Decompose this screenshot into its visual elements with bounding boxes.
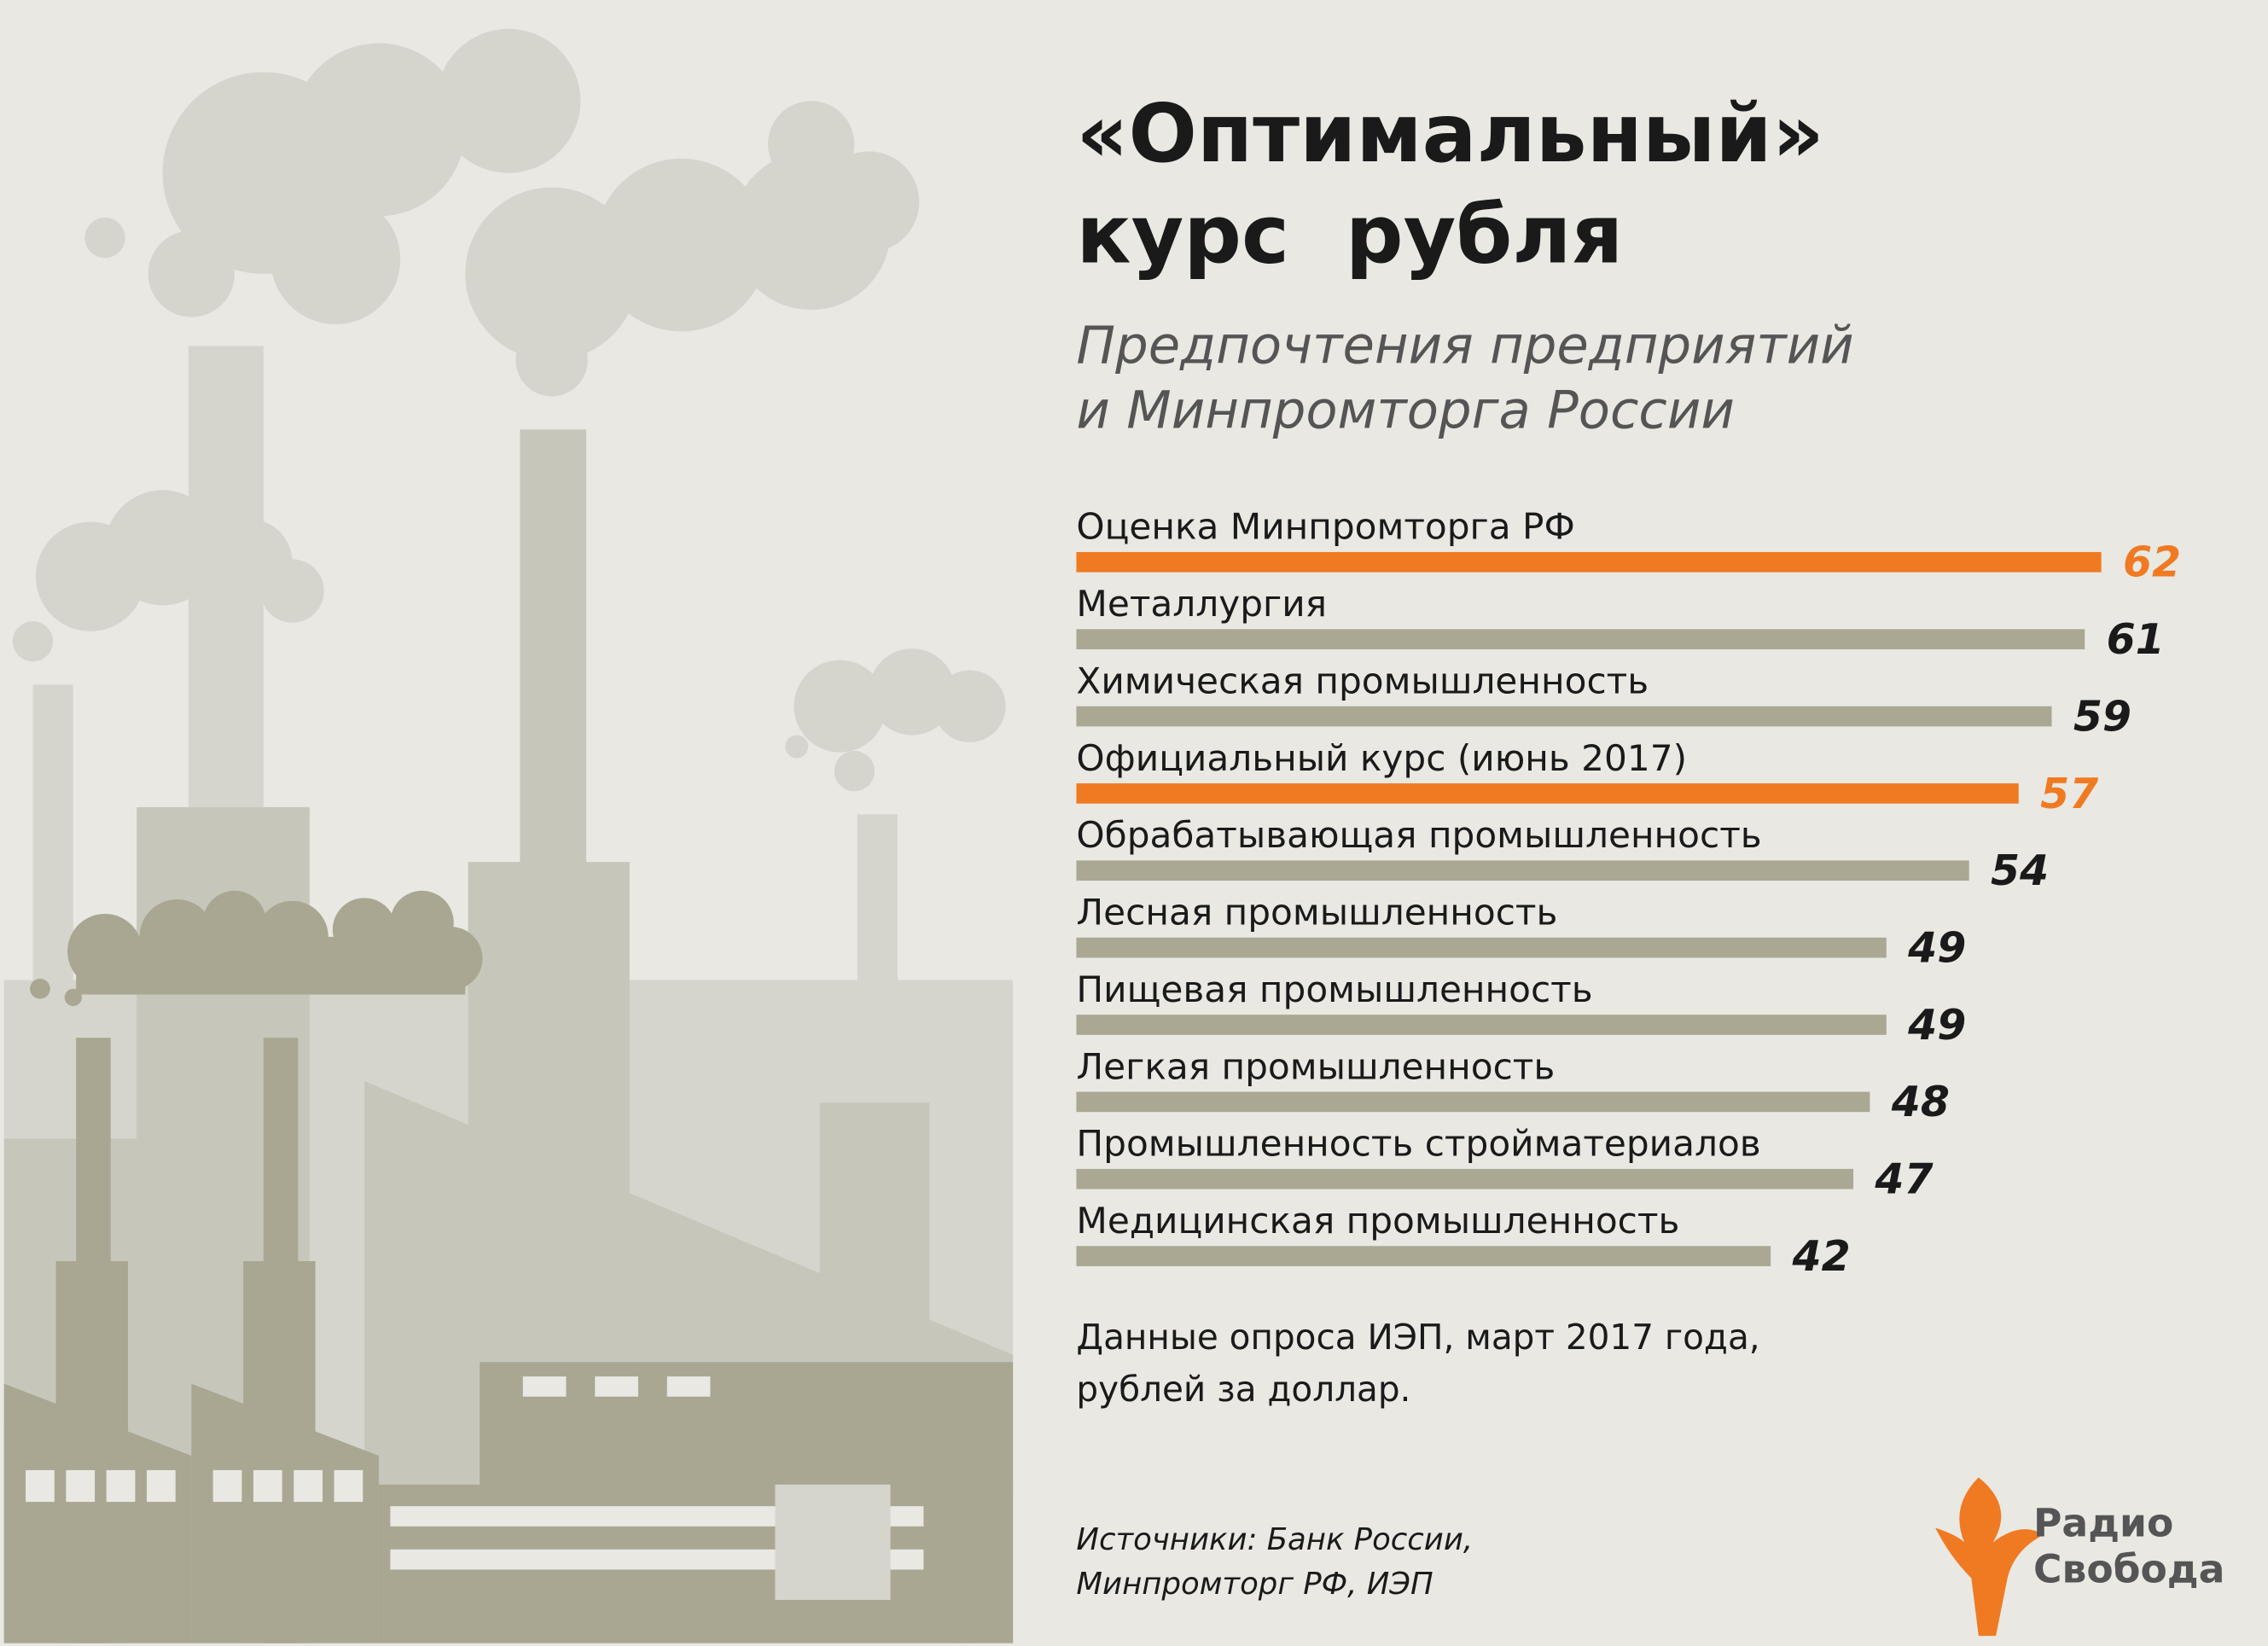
bar <box>1076 783 2019 804</box>
factory-illustration <box>3 28 1014 1643</box>
bar <box>1076 1246 1771 1266</box>
note: рублей за доллар. <box>1076 1369 1410 1410</box>
category-label: Пищевая промышленность <box>1076 968 1592 1010</box>
bar <box>1076 937 1887 958</box>
logo-text: Радио <box>2033 1501 2173 1546</box>
bar <box>1076 551 2102 573</box>
source: Минпромторг РФ, ИЭП <box>1076 1567 1433 1602</box>
bar <box>1076 706 2052 727</box>
value-label: 61 <box>2107 615 2165 664</box>
category-label: Промышленность стройматериалов <box>1076 1123 1760 1165</box>
bar <box>1076 860 1969 881</box>
category-label: Лесная промышленность <box>1076 892 1557 934</box>
chart-subtitle: Предпочтения предприятий <box>1076 317 1853 376</box>
chart-subtitle: и Минпромторга России <box>1076 381 1734 441</box>
value-label: 47 <box>1874 1155 1933 1204</box>
bar <box>1076 1091 1870 1113</box>
category-label: Металлургия <box>1076 583 1327 625</box>
value-label: 42 <box>1791 1232 1850 1281</box>
value-label: 49 <box>1907 1001 1966 1050</box>
value-label: 48 <box>1891 1078 1950 1126</box>
value-label: 54 <box>1991 846 2049 895</box>
chart-title: курс рубля <box>1076 188 1623 282</box>
logo: Радио Свобода <box>1935 1477 2224 1637</box>
value-label: 62 <box>2123 538 2181 587</box>
bar <box>1076 1015 1887 1035</box>
category-label: Оценка Минпромторга РФ <box>1076 506 1574 548</box>
bar <box>1076 629 2085 649</box>
value-label: 57 <box>2040 770 2098 818</box>
category-label: Официальный курс (июнь 2017) <box>1076 737 1687 779</box>
bars: Оценка Минпромторга РФ 62 Металлургия 61 Хим… <box>1076 506 2181 1281</box>
value-label: 49 <box>1907 924 1966 973</box>
category-label: Медицинская промышленность <box>1076 1200 1679 1242</box>
category-label: Химическая промышленность <box>1076 660 1649 701</box>
logo-text: Свобода <box>2033 1547 2224 1592</box>
category-label: Легкая промышленность <box>1076 1045 1555 1087</box>
source: Источники: Банк России, <box>1076 1522 1473 1557</box>
value-label: 59 <box>2073 692 2131 741</box>
category-label: Обрабатывающая промышленность <box>1076 814 1761 856</box>
note: Данные опроса ИЭП, март 2017 года, <box>1076 1317 1759 1358</box>
chart-title: «Оптимальный» <box>1076 87 1823 181</box>
bar <box>1076 1168 1854 1189</box>
